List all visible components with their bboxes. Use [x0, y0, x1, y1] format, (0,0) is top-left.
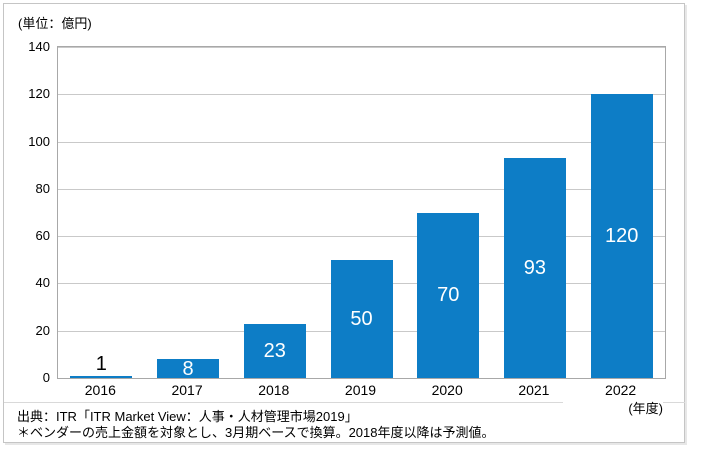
y-tick-label-0: 0	[42, 370, 50, 385]
bar-value-label-2016: 1	[95, 352, 107, 375]
grid-line-100	[58, 141, 665, 143]
y-tick-label-20: 20	[35, 322, 50, 338]
x-axis: 2016 2017 2018 2019 2020 2021 2022	[57, 382, 666, 399]
x-tick-label-2022: 2022	[605, 382, 637, 398]
x-tick-label-2019: 2019	[344, 382, 377, 398]
x-tick-label-2020: 2020	[431, 382, 463, 398]
bar-2021: 93	[503, 158, 566, 378]
bar-value-label-2020: 70	[437, 284, 460, 307]
bar-value-label-2018: 23	[263, 339, 286, 362]
bar-value-label-2017: 8	[182, 357, 194, 380]
bar-value-label-2021: 93	[523, 257, 547, 280]
grid-line-60	[58, 236, 665, 238]
x-tick-label-2017: 2017	[171, 382, 203, 398]
y-tick-label-120: 120	[28, 86, 50, 102]
bar-2016	[70, 375, 133, 378]
source-note: 出典：ITR「ITR Market View：人事・人材管理市場2019」 ＊ベ…	[17, 409, 667, 441]
grid-line-120	[58, 94, 665, 96]
bar-value-label-2022: 120	[604, 225, 639, 248]
bar-2019: 50	[330, 259, 393, 378]
grid-line-140	[58, 47, 665, 48]
x-tick-label-2018: 2018	[258, 382, 290, 398]
y-tick-label-100: 100	[28, 133, 50, 149]
x-tick-label-2021: 2021	[518, 382, 550, 398]
grid-line-80	[58, 188, 665, 190]
bar-2017: 8	[157, 357, 220, 380]
y-tick-label-80: 80	[35, 180, 50, 196]
bar-2022: 120	[590, 94, 653, 378]
plot-area: 1 8 23 50 70 93 120	[57, 46, 666, 379]
footer-separator-line	[4, 402, 685, 403]
x-tick-label-2016: 2016	[84, 382, 116, 398]
bar-2018: 23	[243, 323, 306, 378]
bar-2020: 70	[417, 212, 480, 378]
x-axis-unit-label: (年度)	[563, 401, 663, 417]
bar-value-label-2019: 50	[350, 307, 373, 330]
y-axis-unit-label: (単位：億円)	[18, 16, 92, 31]
y-tick-label-60: 60	[35, 228, 50, 244]
source-citation: 出典：ITR「ITR Market View：人事・人材管理市場2019」	[17, 409, 358, 424]
y-tick-label-140: 140	[28, 39, 50, 54]
y-tick-label-40: 40	[35, 275, 50, 291]
source-footnote: ＊ベンダーの売上金額を対象とし、3月期ベースで換算。2018年度以降は予測値。	[17, 425, 495, 440]
